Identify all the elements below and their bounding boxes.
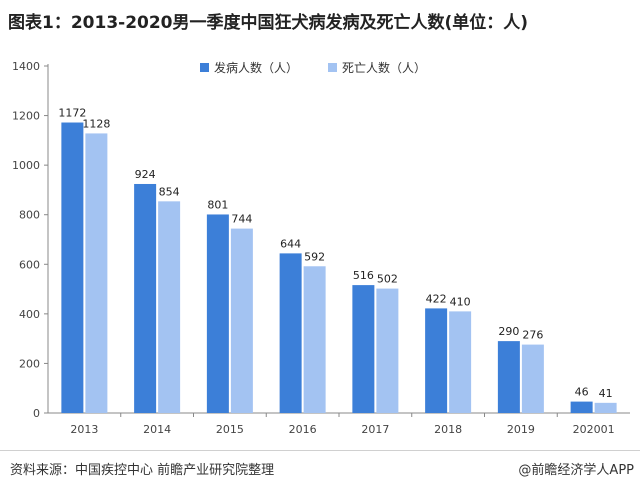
data-label: 744 bbox=[231, 213, 252, 226]
bar bbox=[85, 133, 108, 413]
bar bbox=[61, 122, 84, 414]
x-tick-label: 2017 bbox=[361, 423, 389, 436]
data-label: 276 bbox=[522, 329, 543, 342]
data-label: 1128 bbox=[82, 117, 110, 130]
legend-swatch bbox=[200, 63, 209, 72]
bar bbox=[376, 288, 399, 413]
x-tick-label: 2016 bbox=[289, 423, 317, 436]
legend-label: 发病人数（人） bbox=[214, 60, 298, 75]
y-tick-label: 1200 bbox=[12, 110, 40, 123]
footer: 资料来源：中国疾控中心 前瞻产业研究院整理 @前瞻经济学人APP bbox=[0, 450, 640, 490]
bar bbox=[206, 214, 229, 413]
data-label: 502 bbox=[377, 273, 398, 286]
x-tick-label: 2014 bbox=[143, 423, 171, 436]
data-label: 1172 bbox=[58, 107, 86, 120]
data-label: 46 bbox=[575, 386, 589, 399]
legend-label: 死亡人数（人） bbox=[342, 60, 426, 75]
data-label: 410 bbox=[450, 295, 471, 308]
y-tick-label: 1000 bbox=[12, 159, 40, 172]
y-tick-label: 400 bbox=[19, 308, 40, 321]
data-label: 422 bbox=[426, 292, 447, 305]
y-tick-label: 1400 bbox=[12, 60, 40, 73]
y-tick-label: 200 bbox=[19, 357, 40, 370]
data-label: 854 bbox=[159, 185, 180, 198]
x-tick-label: 2015 bbox=[216, 423, 244, 436]
bar bbox=[158, 201, 181, 413]
bar bbox=[449, 311, 472, 413]
x-tick-label: 2018 bbox=[434, 423, 462, 436]
bar bbox=[134, 183, 157, 413]
data-label: 924 bbox=[135, 168, 156, 181]
x-tick-label: 202001 bbox=[573, 423, 615, 436]
data-label: 801 bbox=[207, 198, 228, 211]
bar bbox=[497, 341, 520, 413]
bar bbox=[425, 308, 448, 413]
bar bbox=[594, 402, 617, 413]
bar bbox=[521, 344, 544, 413]
x-tick-label: 2019 bbox=[507, 423, 535, 436]
legend-swatch bbox=[328, 63, 337, 72]
chart-title: 图表1：2013-2020男一季度中国狂犬病发病及死亡人数(单位：人) bbox=[8, 13, 529, 33]
data-label: 290 bbox=[498, 325, 519, 338]
y-tick-label: 600 bbox=[19, 258, 40, 271]
bar bbox=[279, 253, 302, 413]
bar bbox=[230, 228, 253, 413]
data-label: 41 bbox=[599, 387, 613, 400]
source-note: 资料来源：中国疾控中心 前瞻产业研究院整理 bbox=[10, 463, 275, 478]
x-tick-label: 2013 bbox=[70, 423, 98, 436]
bar bbox=[352, 285, 375, 413]
y-tick-label: 0 bbox=[33, 407, 40, 420]
y-tick-label: 800 bbox=[19, 209, 40, 222]
brand-label: @前瞻经济学人APP bbox=[518, 463, 634, 478]
bar bbox=[303, 266, 326, 413]
data-label: 644 bbox=[280, 237, 301, 250]
bar bbox=[570, 401, 593, 413]
data-label: 516 bbox=[353, 269, 374, 282]
data-label: 592 bbox=[304, 250, 325, 263]
